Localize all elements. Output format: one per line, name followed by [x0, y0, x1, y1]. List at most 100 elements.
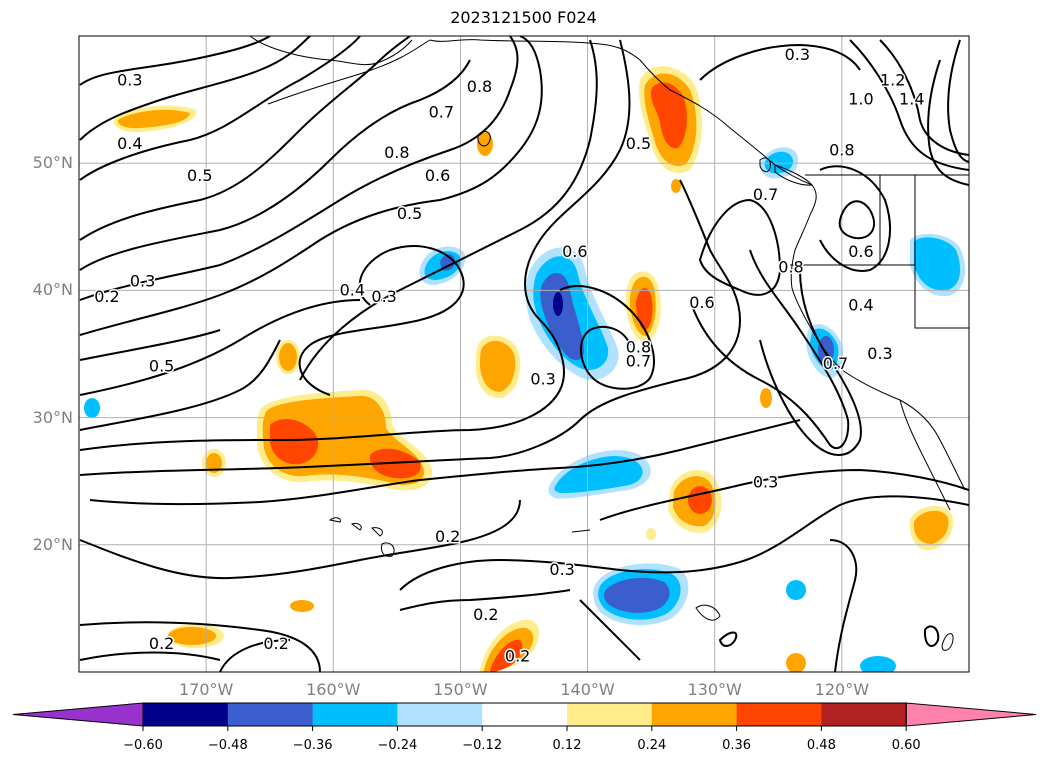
- contour-label: 0.8: [467, 77, 492, 96]
- anomaly-patch: [760, 388, 772, 408]
- contour-line: [399, 495, 969, 591]
- anomaly-patch: [540, 272, 584, 361]
- anomaly-patch: [688, 486, 712, 514]
- contour-labels: 0.30.40.50.80.70.80.60.50.30.2 0.4 0.30.50…: [93, 44, 926, 668]
- colorbar-segment: [651, 703, 738, 726]
- lon-label: 120°W: [814, 680, 870, 699]
- colorbar-tick-label: 0.36: [722, 738, 752, 753]
- coastline-alaska: [249, 36, 413, 66]
- gridlines: [79, 36, 969, 672]
- contour-label: 0.5: [626, 134, 651, 153]
- lon-label: 170°W: [178, 680, 234, 699]
- anomaly-patch: [206, 453, 222, 473]
- contour-line: [698, 198, 782, 296]
- colorbar-segment: [397, 703, 483, 726]
- contour-line: [689, 249, 850, 450]
- contour-label: 0.2: [473, 605, 498, 624]
- contour-line: [927, 39, 969, 186]
- contour-line: [759, 269, 862, 456]
- anomaly-patch: [270, 418, 319, 465]
- contour-label: 0.7: [753, 185, 778, 204]
- contour-label: 0.3: [530, 369, 555, 388]
- lat-label: 30°N: [32, 407, 73, 427]
- contour-line: [849, 39, 969, 171]
- map-frame: [78, 35, 970, 673]
- contour-line: [699, 43, 861, 81]
- anomaly-patch: [860, 656, 896, 672]
- contour-label: 0.3: [130, 271, 155, 290]
- colorbar-tick-label: 0.48: [806, 738, 836, 753]
- lon-label: 140°W: [560, 680, 615, 699]
- contour-line: [79, 36, 361, 181]
- colorbar-tick-label: −0.24: [377, 738, 418, 753]
- contour-label: 0.4: [848, 296, 873, 315]
- anomaly-patch: [84, 398, 100, 418]
- anomaly-patch: [671, 179, 681, 193]
- anomaly-patch: [117, 109, 190, 129]
- contour-line: [79, 39, 598, 381]
- colorbar-tick-label: 0.60: [891, 738, 921, 753]
- contour-label: 0.3: [371, 287, 396, 306]
- contour-label: 0.6: [425, 166, 450, 185]
- colorbar-segment: [227, 703, 314, 726]
- contour-label: 0.6: [689, 293, 714, 312]
- colorbar-segment: [312, 703, 398, 726]
- contour-label: 0.2: [149, 634, 174, 653]
- lat-label: 50°N: [32, 153, 73, 173]
- contour-line: [79, 179, 742, 476]
- anomaly-patch: [913, 510, 949, 544]
- anomaly-patch: [603, 577, 670, 613]
- colorbar-segment: [821, 703, 907, 726]
- contour-label: 0.2: [505, 647, 530, 666]
- island-vancouver: [774, 164, 814, 186]
- colorbar-segment: [736, 703, 822, 726]
- contour-line: [89, 419, 801, 506]
- colorbar-extend-low: [12, 702, 144, 727]
- lat-label: 40°N: [32, 280, 73, 300]
- contour-line: [838, 200, 875, 240]
- colorbar-extend-high: [905, 702, 1037, 727]
- anomaly-patch: [477, 132, 493, 156]
- colorbar: [12, 702, 1037, 731]
- contour-label: 0.3: [867, 344, 892, 363]
- contour-label: 0.5: [187, 166, 212, 185]
- contour-lines: [79, 36, 969, 672]
- contour-label: 0.8: [384, 143, 409, 162]
- colorbar-tick-label: −0.12: [462, 738, 503, 753]
- contour-label: 0.4: [117, 134, 142, 153]
- anomaly-patch: [279, 343, 297, 371]
- anomaly-patch: [786, 580, 806, 600]
- contour-label: 0.3: [549, 560, 574, 579]
- lat-label: 20°N: [32, 534, 73, 554]
- anomaly-patch: [480, 340, 516, 392]
- colorbar-segment: [143, 703, 229, 726]
- anomaly-patch: [914, 237, 961, 291]
- lon-label: 130°W: [687, 680, 742, 699]
- contour-label: 0.5: [397, 204, 422, 223]
- contour-label: 1.0: [848, 90, 873, 109]
- colorbar-tick-label: −0.36: [292, 738, 333, 753]
- contour-line: [819, 165, 891, 272]
- colorbar-frame: [142, 702, 907, 727]
- contour-line: [79, 299, 361, 431]
- contour-label: 1.4: [899, 90, 924, 109]
- contour-label: 0.5: [149, 357, 174, 376]
- contour-label: 0.2: [94, 287, 119, 306]
- contour-label: 0.3: [117, 71, 142, 90]
- contour-line: [599, 468, 969, 521]
- anomaly-patch: [553, 292, 563, 316]
- contour-label: 0.2: [263, 634, 288, 653]
- contour-label: 0.7: [823, 354, 848, 373]
- anomaly-patch: [168, 627, 216, 645]
- contour-line: [559, 285, 655, 390]
- contour-line: [79, 599, 641, 661]
- anomaly-patch: [290, 600, 314, 612]
- contour-label: 0.2: [435, 527, 460, 546]
- anomaly-patch: [786, 653, 806, 672]
- lon-label: 150°W: [433, 680, 488, 699]
- contour-line: [79, 36, 311, 141]
- contour-label: 1.2: [880, 71, 905, 90]
- map-title: 2023121500 F024: [450, 8, 597, 27]
- contour-label: 0.6: [562, 242, 587, 261]
